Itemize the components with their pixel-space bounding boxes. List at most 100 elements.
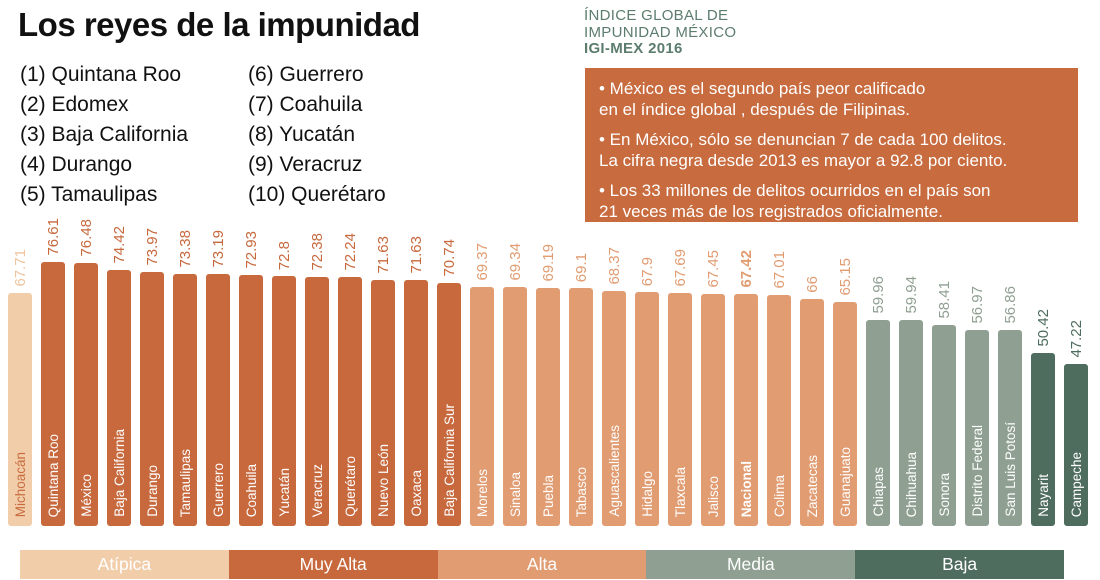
bar-label-wrap: Sinaloa: [503, 472, 527, 526]
bar-distrito-federal: 56.97 Distrito Federal: [965, 286, 989, 526]
bar-value-coahuila: 72.93: [242, 231, 260, 269]
bar-value-campeche: 47.22: [1067, 320, 1085, 358]
bar-label-quintana-roo: Quintana Roo: [45, 433, 61, 517]
bar-value-sonora: 58.41: [935, 281, 953, 319]
bar-sonora: 58.41 Sonora: [932, 281, 956, 526]
bar-label-sinaloa: Sinaloa: [507, 471, 523, 517]
bar-morelos: 69.37 Morelos: [470, 243, 494, 526]
legend-alta: Alta: [437, 550, 647, 579]
bar-value-wrap: 58.41: [932, 281, 956, 325]
ranking-item-7: (7) Coahuila: [248, 93, 363, 116]
bar-value-wrap: 76.48: [74, 219, 98, 263]
bar-value-wrap: 73.97: [140, 228, 164, 272]
bar-label-wrap: Morelos: [470, 469, 494, 526]
bar-value-wrap: 65.15: [833, 258, 857, 302]
bar-label-nuevo-leon: Nuevo León: [375, 444, 391, 517]
bar-guanajuato: 65.15 Guanajuato: [833, 258, 857, 526]
impunity-level-legend: Atípica Muy Alta Alta Media Baja: [20, 550, 1064, 579]
bar-label-tabasco: Tabasco: [573, 466, 589, 517]
bar-label-wrap: Tamaulipas: [173, 449, 197, 526]
bar-label-wrap: Querétaro: [338, 456, 362, 526]
bar-label-hidalgo: Hidalgo: [639, 471, 655, 517]
bar-yucatan: 72.8 Yucatán: [272, 241, 296, 526]
bar-label-guanajuato: Guanajuato: [837, 447, 853, 517]
bar-value-wrap: 67.71: [8, 249, 32, 293]
bar-value-wrap: 56.86: [998, 286, 1022, 330]
bar-label-wrap: Colima: [767, 475, 791, 526]
bar-value-aguascalientes: 68.37: [605, 247, 623, 285]
bar-value-wrap: 56.97: [965, 286, 989, 330]
bar-label-wrap: Aguascalientes: [602, 425, 626, 526]
bar-label-wrap: San Luis Potosí: [998, 422, 1022, 526]
bar-durango: 73.97 Durango: [140, 228, 164, 526]
bar-value-yucatan: 72.8: [275, 240, 293, 270]
bar-value-wrap: 70.74: [437, 239, 461, 283]
bar-value-baja-california: 74.42: [110, 226, 128, 264]
bar-label-wrap: Oaxaca: [404, 470, 428, 526]
bar-label-wrap: Campeche: [1064, 452, 1088, 526]
ranking-item-3: (3) Baja California: [20, 123, 189, 146]
bar-label-wrap: Nuevo León: [371, 444, 395, 526]
bar-label-san-luis-potosi: San Luis Potosí: [1002, 422, 1018, 517]
bar-value-quintana-roo: 76.61: [44, 218, 62, 256]
bar-label-baja-california: Baja California: [111, 429, 127, 517]
bar-tlaxcala: 67.69 Tlaxcala: [668, 249, 692, 526]
bar-label-oaxaca: Oaxaca: [408, 470, 424, 517]
bar-value-wrap: 74.42: [107, 226, 131, 270]
bar-label-wrap: Nacional: [734, 461, 758, 526]
bar-value-durango: 73.97: [143, 228, 161, 266]
ranking-column-1: (1) Quintana Roo (2) Edomex (3) Baja Cal…: [20, 60, 188, 210]
bar-label-wrap: Yucatán: [272, 468, 296, 526]
fact-bullet-1: • México es el segundo país peor calific…: [599, 79, 926, 119]
impunity-bar-chart: 67.71 Michoacán 76.61 Quintana Roo 76.48 Méxi…: [8, 218, 1088, 526]
bar-label-wrap: Jalisco: [701, 476, 725, 526]
bar-label-wrap: Guerrero: [206, 463, 230, 526]
bar-tamaulipas: 73.38 Tamaulipas: [173, 230, 197, 526]
bar-label-wrap: Tlaxcala: [668, 467, 692, 526]
bar-value-wrap: 68.37: [602, 247, 626, 291]
fact-bullet-2: • En México, sólo se denuncian 7 de cada…: [599, 130, 1008, 170]
bar-quintana-roo: 76.61 Quintana Roo: [41, 218, 65, 526]
ranking-item-5: (5) Tamaulipas: [20, 183, 158, 206]
bar-label-wrap: Durango: [140, 465, 164, 526]
igi-header-line1: ÍNDICE GLOBAL DE: [584, 7, 729, 24]
bar-label-guerrero: Guerrero: [210, 462, 226, 517]
bar-zacatecas: 66 Zacatecas: [800, 276, 824, 526]
ranking-item-4: (4) Durango: [20, 153, 133, 176]
bar-label-wrap: Quintana Roo: [41, 434, 65, 526]
bar-value-wrap: 72.93: [239, 231, 263, 275]
bar-value-michoacan: 67.71: [11, 249, 29, 287]
bar-value-guerrero: 73.19: [209, 230, 227, 268]
bar-label-nayarit: Nayarit: [1035, 474, 1051, 517]
bar-label-wrap: Hidalgo: [635, 471, 659, 526]
bar-value-wrap: 50.42: [1031, 309, 1055, 353]
bar-label-tamaulipas: Tamaulipas: [177, 448, 193, 517]
bar-value-wrap: 72.38: [305, 233, 329, 277]
bar-value-mexico: 76.48: [77, 219, 95, 257]
bar-value-morelos: 69.37: [473, 243, 491, 281]
bar-value-oaxaca: 71.63: [407, 236, 425, 274]
bar-label-colima: Colima: [771, 474, 787, 517]
ranking-item-10: (10) Querétaro: [248, 183, 386, 206]
bar-jalisco: 67.45 Jalisco: [701, 250, 725, 526]
bar-label-wrap: Baja California Sur: [437, 404, 461, 526]
bar-value-puebla: 69.19: [539, 244, 557, 282]
bar-label-veracruz: Veracruz: [309, 463, 325, 517]
bar-tabasco: 69.1 Tabasco: [569, 253, 593, 526]
legend-muy-alta: Muy Alta: [228, 550, 438, 579]
ranking-item-9: (9) Veracruz: [248, 153, 363, 176]
bar-guerrero: 73.19 Guerrero: [206, 230, 230, 526]
bar-puebla: 69.19 Puebla: [536, 244, 560, 526]
bar-label-queretaro: Querétaro: [342, 456, 358, 517]
bar-baja-california-sur: 70.74 Baja California Sur: [437, 239, 461, 526]
bar-value-wrap: 59.96: [866, 276, 890, 320]
bar-campeche: 47.22 Campeche: [1064, 320, 1088, 526]
bar-oaxaca: 71.63 Oaxaca: [404, 236, 428, 526]
bar-label-tlaxcala: Tlaxcala: [672, 466, 688, 517]
bar-value-tabasco: 69.1: [572, 252, 590, 282]
fact-bullet-3: • Los 33 millones de delitos ocurridos e…: [599, 181, 991, 221]
bar-label-baja-california-sur: Baja California Sur: [441, 404, 457, 517]
legend-baja: Baja: [855, 550, 1064, 579]
bar-value-veracruz: 72.38: [308, 233, 326, 271]
bar-value-wrap: 47.22: [1064, 320, 1088, 364]
